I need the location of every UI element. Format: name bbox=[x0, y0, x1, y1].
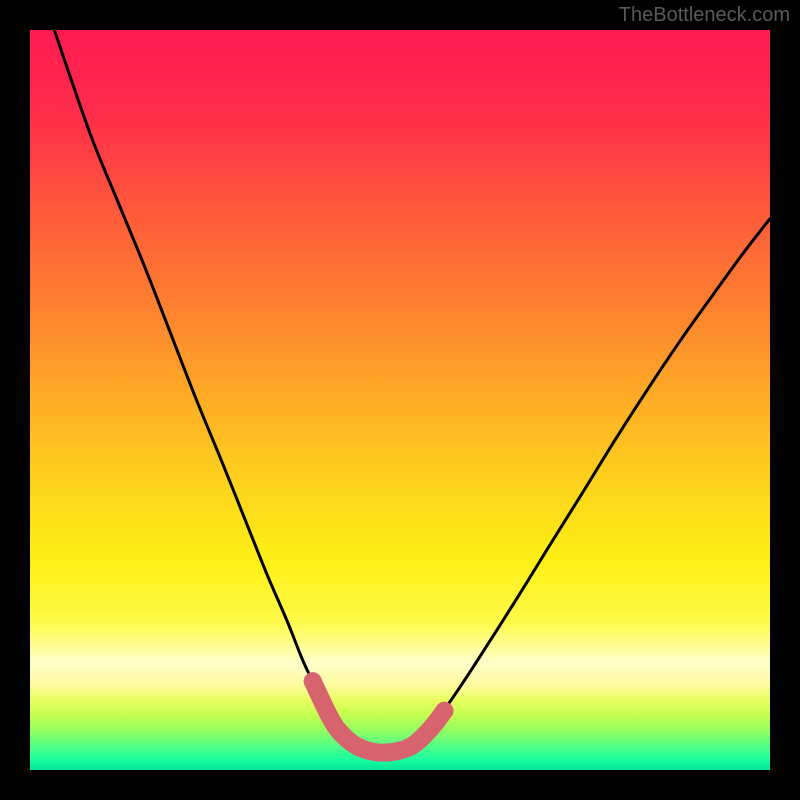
optimal-marker-dot bbox=[435, 702, 453, 720]
optimal-marker-dot bbox=[321, 708, 339, 726]
optimal-marker-dot bbox=[367, 743, 385, 761]
plot-area bbox=[30, 30, 770, 770]
bottleneck-chart bbox=[0, 0, 800, 800]
optimal-marker-dot bbox=[304, 672, 322, 690]
optimal-marker-dot bbox=[348, 737, 366, 755]
optimal-marker-dot bbox=[332, 724, 350, 742]
optimal-marker-dot bbox=[424, 717, 442, 735]
optimal-marker-dot bbox=[387, 743, 405, 761]
